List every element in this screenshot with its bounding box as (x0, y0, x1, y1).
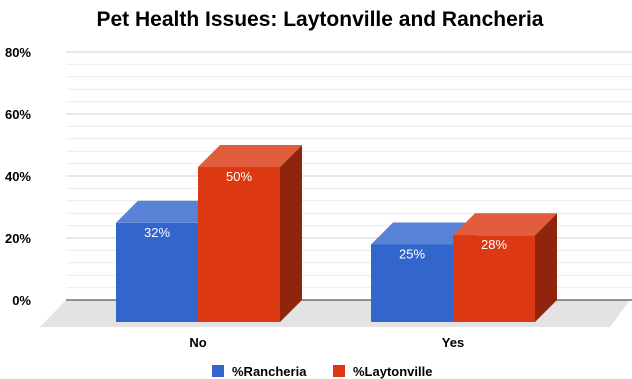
y-tick-label: 40% (5, 169, 31, 184)
data-label: 28% (481, 237, 507, 252)
y-tick-label: 80% (5, 45, 31, 60)
bar-top (453, 213, 557, 236)
bar-side (280, 145, 302, 322)
bar-front (116, 222, 198, 322)
legend-item: %Laytonville (333, 364, 432, 379)
y-tick-label: 20% (5, 231, 31, 246)
legend-label: %Laytonville (353, 364, 432, 379)
x-axis: No Yes (189, 335, 464, 350)
legend-label: %Rancheria (232, 364, 307, 379)
bar-top (198, 145, 302, 167)
y-axis: 0% 20% 40% 60% 80% (5, 45, 31, 308)
y-tick-label: 60% (5, 107, 31, 122)
data-label: 50% (226, 169, 252, 184)
legend-swatch (333, 365, 345, 377)
data-label: 32% (144, 225, 170, 240)
legend: %Rancheria %Laytonville (212, 364, 432, 379)
bar-top (116, 200, 220, 223)
bar-front (371, 244, 453, 322)
x-tick-label: Yes (442, 335, 464, 350)
bar-front (453, 235, 535, 322)
legend-item: %Rancheria (212, 364, 307, 379)
y-tick-label: 0% (12, 293, 31, 308)
x-tick-label: No (189, 335, 206, 350)
bar-top (371, 222, 475, 245)
bars: 32% 50% 25% 28% (116, 145, 557, 322)
bar-laytonville-no: 50% (198, 145, 302, 322)
chart-title: Pet Health Issues: Laytonville and Ranch… (97, 8, 544, 31)
data-label: 25% (399, 247, 425, 262)
bar-front (198, 167, 280, 322)
bar-laytonville-yes: 28% (453, 213, 557, 322)
bar-side (535, 213, 557, 322)
legend-swatch (212, 365, 224, 377)
